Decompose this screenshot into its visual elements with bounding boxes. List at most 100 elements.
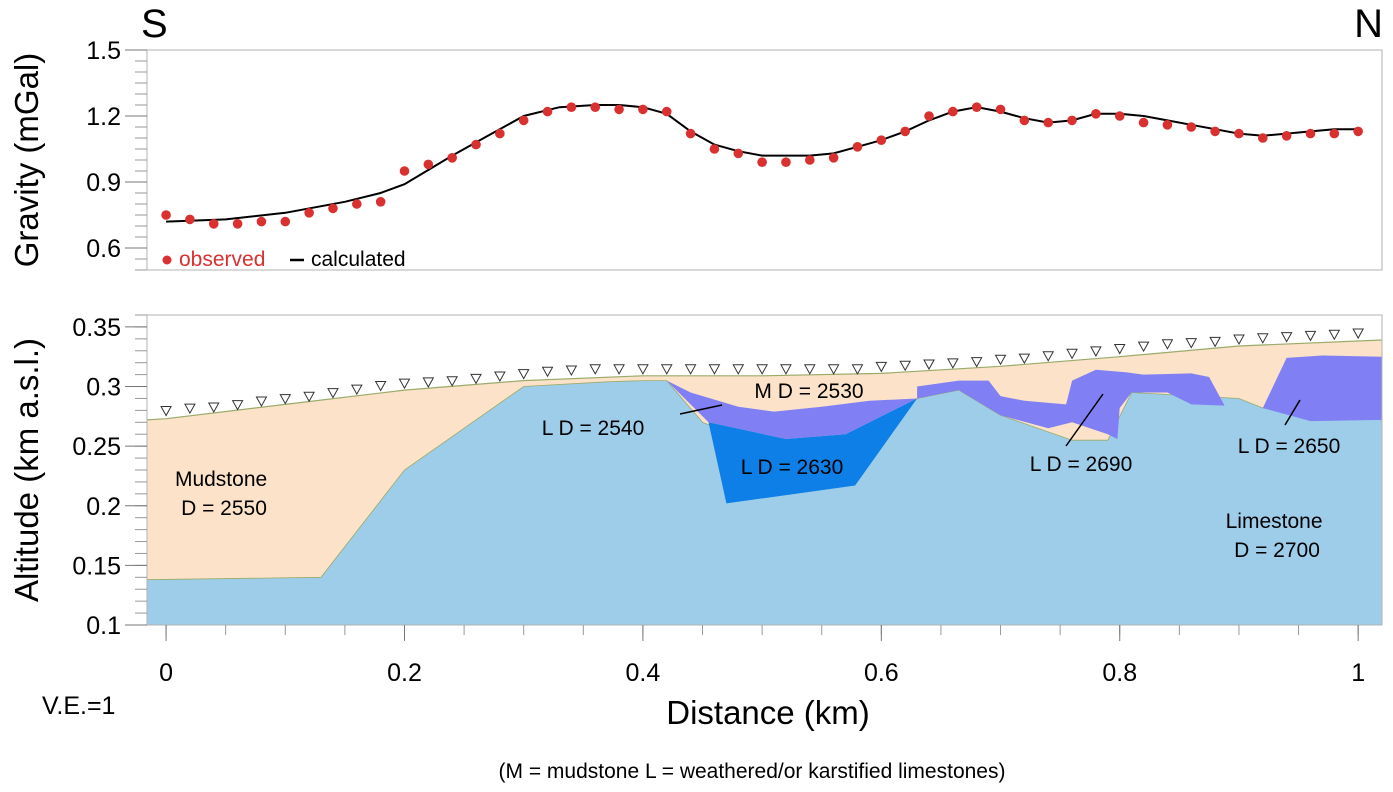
observed-point <box>804 155 815 165</box>
observed-point <box>352 199 362 209</box>
observed-point <box>375 197 386 207</box>
observed-point <box>757 157 767 167</box>
station-marker <box>1042 351 1055 362</box>
station-marker <box>470 373 482 385</box>
gravity-panel: 0.6 0.9 1.2 1.5 Gravity (mGal) observed cal… <box>8 37 1383 271</box>
rock-body-2690 <box>917 369 1225 439</box>
rock-bodies <box>147 355 1382 625</box>
gravity-y-tick-label: 1.5 <box>86 37 121 65</box>
gravity-legend: observed calculated <box>162 248 406 271</box>
station-marker <box>613 364 625 375</box>
observed-point <box>685 128 696 139</box>
footnote: (M = mudstone L = weathered/or karstifie… <box>499 760 1006 783</box>
rock-body-2540 <box>666 380 918 439</box>
station-marker <box>398 378 411 390</box>
station-marker <box>803 364 816 375</box>
ground-surface-line <box>147 339 1382 421</box>
mudstone-label: Mudstone D = 2550 <box>175 468 273 520</box>
observed-point <box>876 135 887 145</box>
observed-point <box>1329 128 1340 139</box>
mudstone-label-density: D = 2550 <box>181 497 267 520</box>
observed-point <box>590 102 601 112</box>
observed-point <box>1257 133 1268 143</box>
leader-line-2540 <box>679 404 723 415</box>
observed-point <box>161 210 171 220</box>
gravity-y-axis-label: Gravity (mGal) <box>8 53 45 268</box>
observed-point <box>1281 131 1292 141</box>
observed-point <box>1138 117 1149 128</box>
observed-point <box>1305 128 1316 139</box>
station-marker <box>494 371 506 382</box>
station-marker <box>637 364 649 375</box>
limestone-label-name: Limestone <box>1226 510 1323 533</box>
limestone-2690-label: L D = 2690 <box>1030 453 1133 476</box>
observed-point <box>995 104 1006 115</box>
observed-point <box>304 208 314 218</box>
station-marker <box>1209 336 1221 348</box>
cross-section-y-tick-label: 0.25 <box>72 433 121 461</box>
station-marker <box>327 388 339 399</box>
x-axis-label: Distance (km) <box>666 694 870 731</box>
station-marker <box>1018 353 1031 365</box>
rock-body-2650 <box>1262 355 1382 422</box>
observed-point <box>1114 111 1125 121</box>
cross-section-minor-ticks <box>135 314 147 626</box>
observed-point <box>638 104 648 115</box>
cross-section-x-tick-label: 0.8 <box>1102 659 1137 687</box>
observed-point <box>852 142 863 152</box>
station-marker <box>1304 330 1317 342</box>
observed-point <box>1043 117 1054 128</box>
gravity-y-ticks: 0.6 0.9 1.2 1.5 <box>86 37 147 263</box>
cross-section-x-ticks: 0 0.2 0.4 0.6 0.8 1 <box>159 625 1365 687</box>
station-marker <box>970 357 983 368</box>
observed-point <box>1162 120 1173 130</box>
station-marker <box>446 376 459 387</box>
observed-point <box>1019 115 1030 126</box>
legend-calculated-label: calculated <box>311 248 406 271</box>
station-marker <box>589 364 602 375</box>
observed-point <box>1067 115 1077 126</box>
limestone-2540-label: L D = 2540 <box>542 417 645 440</box>
legend-observed-label: observed <box>179 248 265 271</box>
observed-point <box>1210 126 1220 137</box>
observed-point <box>495 128 505 139</box>
observed-point <box>1234 128 1244 139</box>
gravity-minor-ticks <box>135 49 147 271</box>
observed-point <box>971 102 982 112</box>
station-marker <box>303 391 315 403</box>
station-marker <box>708 364 721 375</box>
station-marker <box>756 364 768 375</box>
station-marker <box>923 359 935 371</box>
gravity-stations <box>160 328 1365 417</box>
station-marker <box>1233 334 1245 346</box>
station-marker <box>350 384 363 396</box>
legend-observed-marker <box>162 255 172 265</box>
leader-line-2650 <box>1284 399 1301 426</box>
station-marker <box>660 364 673 375</box>
observed-point <box>566 102 577 112</box>
cross-section-y-axis-label: Altitude (km a.s.l.) <box>8 338 45 602</box>
station-marker <box>1066 348 1078 360</box>
observed-point <box>232 219 243 229</box>
mudstone-label-name: Mudstone <box>175 468 267 491</box>
station-marker <box>851 364 864 375</box>
observed-point <box>471 139 481 150</box>
station-marker <box>207 402 220 413</box>
cross-section-panel: 0.1 0.15 0.2 0.25 0.3 0.35 0 0.2 0.4 0.6 0.8 1 Alt… <box>8 314 1383 731</box>
station-marker <box>732 364 745 375</box>
observed-point <box>900 126 910 137</box>
cross-section-y-tick-label: 0.35 <box>72 314 121 342</box>
gravity-y-tick-label: 0.6 <box>86 235 121 263</box>
station-marker <box>946 358 959 369</box>
cross-section-x-tick-label: 0.6 <box>864 659 899 687</box>
station-marker <box>1328 329 1341 341</box>
limestone-label-density: D = 2700 <box>1234 539 1320 562</box>
station-marker <box>565 365 578 377</box>
cross-section-y-tick-label: 0.3 <box>86 374 121 402</box>
observed-point <box>518 115 529 126</box>
gravity-y-tick-label: 0.9 <box>86 169 121 197</box>
station-marker <box>517 369 530 380</box>
observed-point <box>1353 126 1363 137</box>
station-marker <box>1256 333 1269 344</box>
observed-point <box>399 166 410 176</box>
